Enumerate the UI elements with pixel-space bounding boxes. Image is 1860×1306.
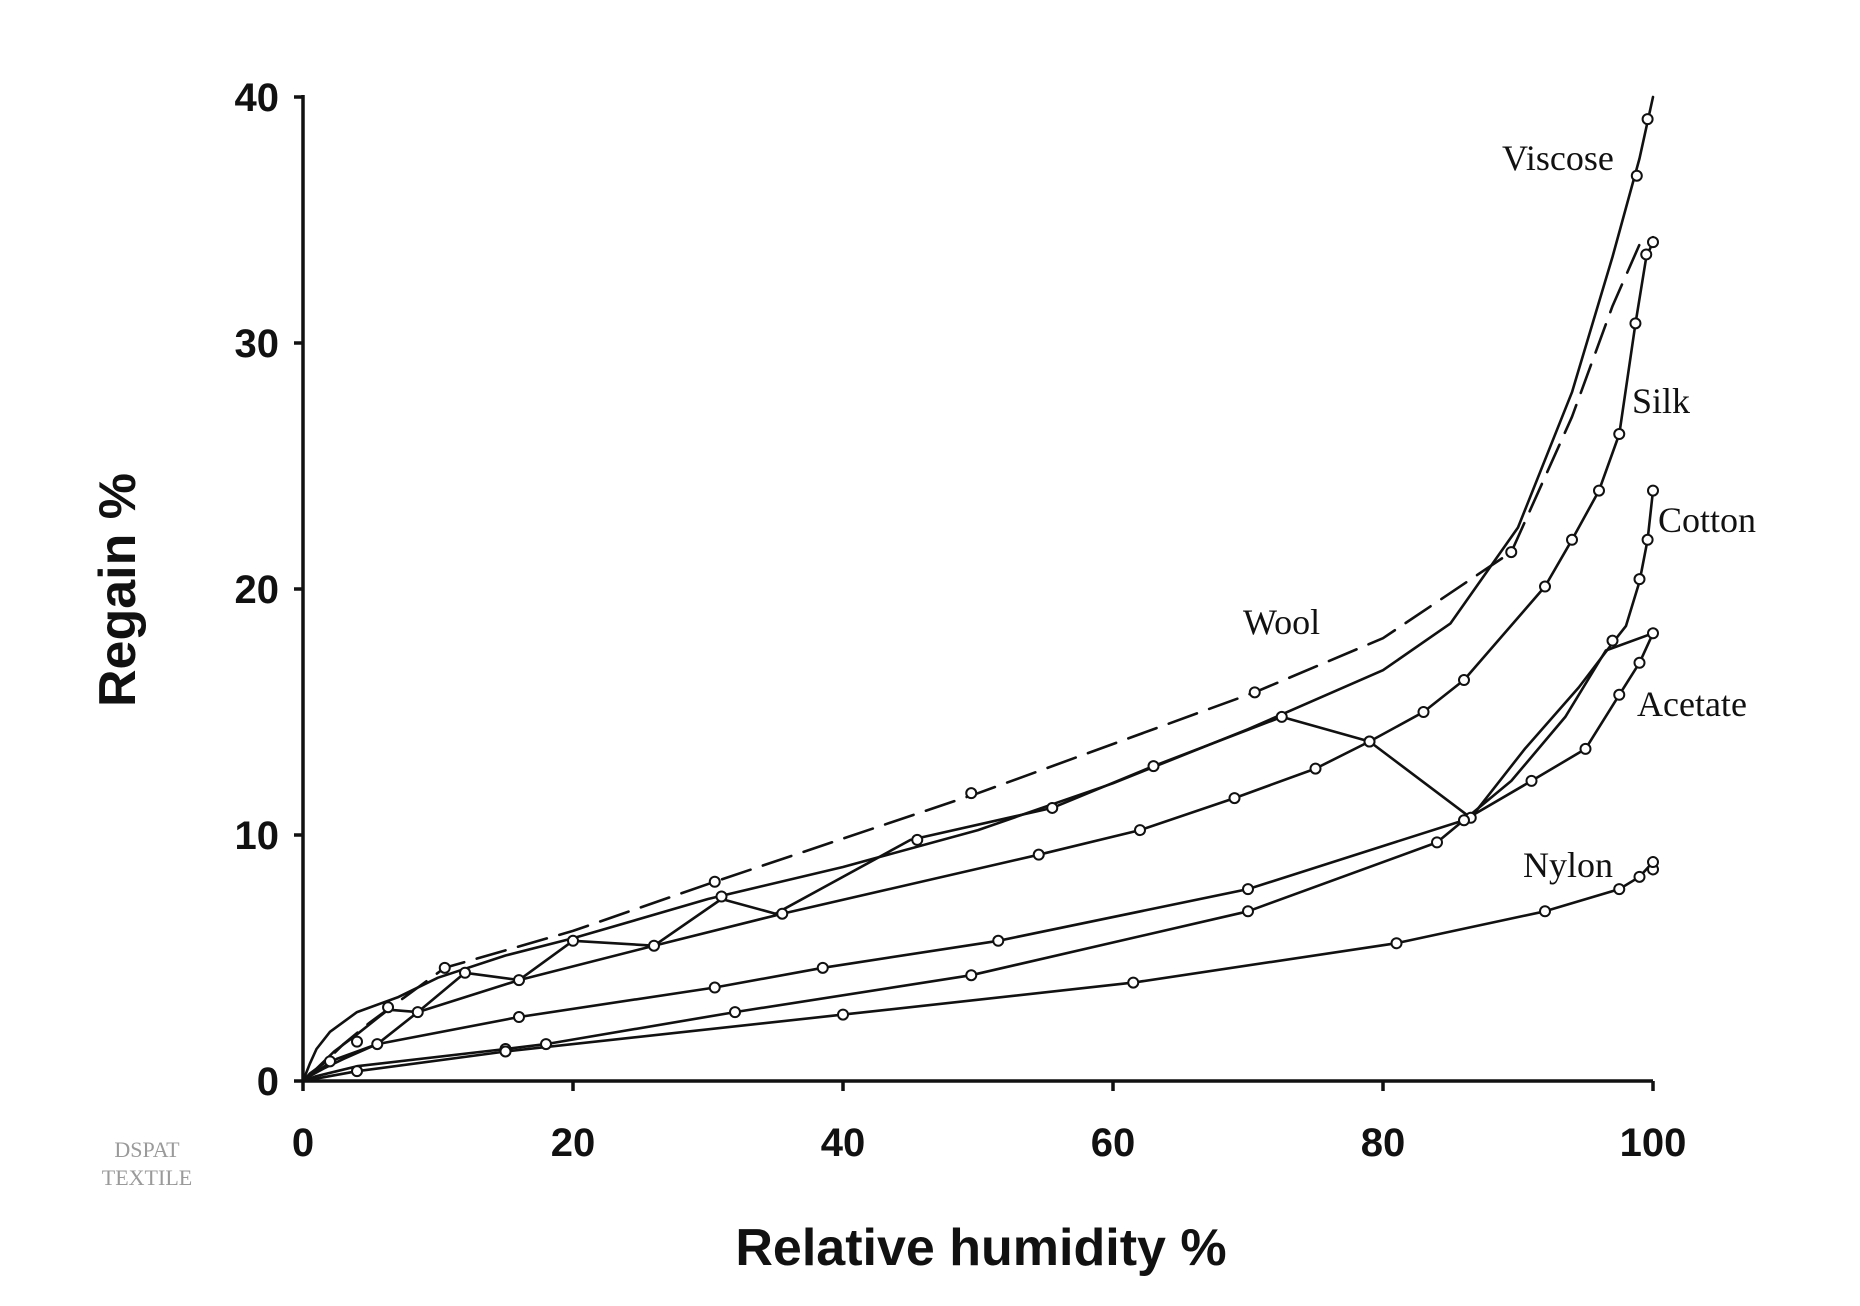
- watermark-line1: DSPAT: [114, 1137, 180, 1162]
- data-point-cotton: [1641, 533, 1654, 546]
- data-point-nylon-low: [837, 1008, 849, 1021]
- data-point-cotton: [1309, 762, 1322, 775]
- data-point-silk: [1640, 248, 1653, 261]
- data-point-cotton: [776, 907, 789, 920]
- data-point-nylon-low: [1539, 905, 1551, 918]
- data-point-acetate: [1647, 627, 1659, 640]
- data-point-silk: [382, 1001, 395, 1014]
- data-point-silk: [1147, 760, 1160, 773]
- data-point-wool: [1248, 686, 1261, 699]
- data-point-acetate: [371, 1038, 384, 1051]
- series-label-acetate: Acetate: [1637, 684, 1747, 724]
- x-tick-label: 40: [821, 1121, 866, 1165]
- data-point-wool: [708, 875, 721, 888]
- data-point-acetate: [1579, 742, 1592, 755]
- data-point-nylon: [1431, 836, 1443, 849]
- data-point-silk: [1566, 533, 1578, 546]
- x-tick-label: 100: [1620, 1121, 1687, 1165]
- data-point-acetate: [513, 1011, 525, 1024]
- data-point-nylon-low: [499, 1045, 512, 1058]
- data-point-silk: [1046, 801, 1059, 814]
- watermark-line2: TEXTILE: [102, 1165, 192, 1190]
- series-label-cotton: Cotton: [1658, 500, 1756, 540]
- y-tick-label: 10: [235, 814, 280, 858]
- data-point-cotton: [1228, 792, 1241, 805]
- data-point-acetate: [1242, 883, 1254, 896]
- data-point-acetate: [1458, 814, 1470, 827]
- series-line-viscose: [301, 95, 1655, 1083]
- data-point-acetate: [1633, 656, 1646, 669]
- data-point-wool: [1505, 546, 1518, 559]
- data-point-cotton: [411, 1006, 424, 1019]
- data-point-acetate: [1613, 688, 1626, 701]
- data-point-silk: [1593, 484, 1605, 497]
- data-point-silk: [1458, 674, 1470, 687]
- data-point-cotton: [1363, 735, 1376, 748]
- data-point-cotton: [1134, 824, 1146, 837]
- data-point-viscose: [1630, 169, 1643, 182]
- data-point-silk: [1417, 706, 1430, 718]
- data-point-nylon-low: [1647, 856, 1659, 869]
- y-tick-label: 30: [235, 322, 280, 366]
- series-label-viscose: Viscose: [1502, 138, 1614, 178]
- x-tick-label: 60: [1091, 1121, 1136, 1165]
- data-point-wool: [965, 787, 978, 800]
- data-point-nylon-low: [1613, 883, 1626, 896]
- x-tick-label: 0: [292, 1121, 314, 1165]
- data-point-silk: [1275, 710, 1288, 723]
- data-point-acetate: [708, 981, 721, 994]
- data-point-silk: [1629, 317, 1642, 330]
- data-point-silk: [459, 966, 471, 979]
- data-point-nylon: [1242, 905, 1254, 918]
- data-point-nylon-low: [1127, 976, 1140, 989]
- series-line-cotton: [301, 489, 1655, 1083]
- y-tick-label: 20: [235, 568, 280, 612]
- data-point-nylon-low: [1390, 937, 1403, 950]
- data-point-acetate: [992, 934, 1005, 947]
- data-point-viscose: [1641, 113, 1654, 126]
- data-point-cotton: [1647, 484, 1659, 497]
- y-tick-label: 40: [235, 76, 280, 120]
- data-point-silk: [911, 833, 924, 846]
- data-point-cotton: [648, 939, 660, 952]
- x-tick-label: 80: [1361, 1121, 1406, 1165]
- data-point-wool: [438, 961, 451, 974]
- series-line-acetate: [301, 632, 1655, 1083]
- y-axis-title: Regain %: [89, 473, 147, 707]
- x-tick-label: 20: [551, 1121, 596, 1165]
- data-point-silk: [1647, 236, 1659, 249]
- data-point-nylon-low: [1633, 870, 1646, 883]
- data-point-silk: [351, 1035, 363, 1048]
- data-point-nylon: [540, 1038, 552, 1051]
- x-axis-title: Relative humidity %: [735, 1219, 1226, 1277]
- series-label-wool: Wool: [1243, 602, 1320, 642]
- series-label-silk: Silk: [1632, 381, 1690, 421]
- data-point-acetate: [324, 1055, 336, 1068]
- data-point-nylon: [729, 1006, 741, 1019]
- y-tick-label: 0: [257, 1060, 279, 1104]
- data-point-nylon-low: [351, 1065, 363, 1078]
- data-point-nylon: [965, 969, 978, 982]
- data-point-cotton: [1606, 634, 1619, 647]
- data-point-silk: [1539, 580, 1551, 593]
- data-point-acetate: [816, 961, 829, 974]
- series-line-nylon: [301, 632, 1655, 1083]
- data-point-cotton: [513, 974, 525, 987]
- data-point-silk: [567, 934, 579, 947]
- data-point-cotton: [1633, 573, 1646, 586]
- data-point-silk: [1613, 428, 1626, 441]
- data-point-acetate: [1525, 774, 1538, 787]
- data-point-silk: [715, 890, 728, 903]
- series-label-nylon: Nylon: [1523, 845, 1613, 885]
- data-point-cotton: [1032, 848, 1045, 861]
